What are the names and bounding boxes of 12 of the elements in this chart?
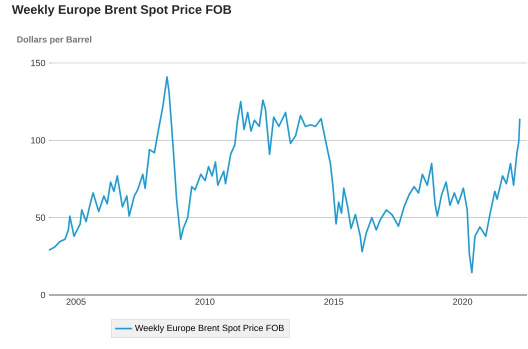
y-tick-label: 50 <box>36 214 46 221</box>
legend-label: Weekly Europe Brent Spot Price FOB <box>134 324 284 333</box>
y-axis-title: Dollars per Barrel <box>17 36 92 44</box>
y-tick-label: 150 <box>31 60 46 66</box>
x-tick-label: 2020 <box>453 298 472 305</box>
line-series <box>48 76 521 274</box>
x-tick-label: 2010 <box>195 298 215 305</box>
x-tick-label: 2015 <box>324 298 344 305</box>
x-tick-label: 2005 <box>66 298 86 305</box>
chart-title: Weekly Europe Brent Spot Price FOB <box>12 4 232 16</box>
y-tick-label: 0 <box>40 292 46 298</box>
y-tick-label: 100 <box>31 137 46 144</box>
